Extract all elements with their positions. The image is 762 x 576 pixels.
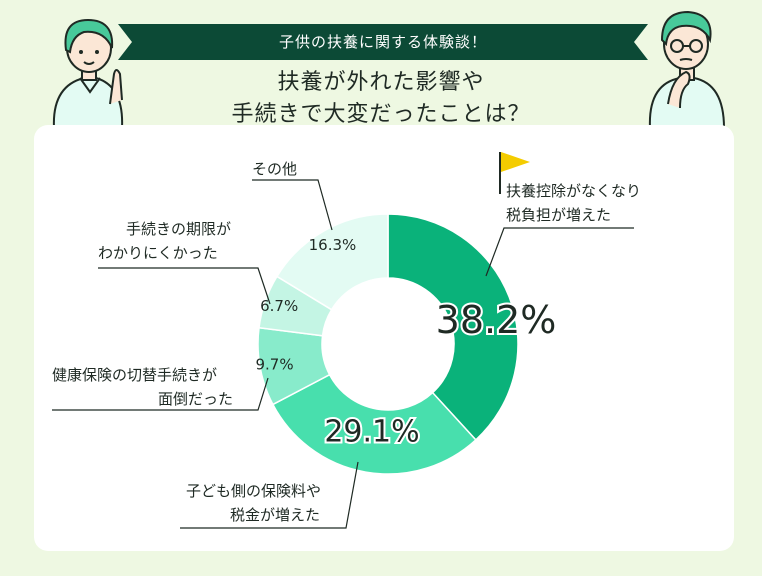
label-health-insurance-line-2: 面倒だった [158,390,234,408]
label-health-insurance-line-1: 健康保険の切替手続きが [52,366,218,384]
leader-line-4 [98,267,271,305]
title-banner: 子供の扶養に関する体験談！ [118,24,648,60]
label-child-insurance-line-1: 子ども側の保険料や [186,482,322,500]
segment-child-insurance [271,373,477,475]
leader-line-3 [52,377,269,411]
flag-icon [499,152,530,194]
chart-card [34,125,734,551]
heading-line-2: 手続きで大変だったことは？ [231,102,531,127]
segment-other [275,213,389,311]
label-deadline-line-1: 手続きの期限が [126,220,232,238]
value-label-2: 29.1% [324,415,419,450]
banner-text: 子供の扶養に関する体験談！ [278,33,487,51]
value-label-5: 16.3% [309,236,357,254]
label-other: その他 [252,160,298,178]
label-tax-deduction-line-2: 税負担が増えた [506,206,612,224]
label-deadline-line-2: わかりにくかった [98,244,218,262]
value-label-1: 38.2% [436,298,557,342]
heading-line-1: 扶養が外れた影響や [277,70,485,95]
segment-tax-deduction [387,213,519,441]
man-illustration [648,10,726,128]
woman-illustration [52,18,124,128]
value-label-4: 6.7% [260,297,298,315]
leader-line-5 [252,179,333,231]
leader-line-2 [180,461,359,529]
label-child-insurance-line-2: 税金が増えた [230,506,321,524]
label-tax-deduction-line-1: 扶養控除がなくなり [506,182,642,200]
value-label-3: 9.7% [256,356,294,374]
leader-line-1 [485,227,634,277]
banner-shape [118,24,648,60]
